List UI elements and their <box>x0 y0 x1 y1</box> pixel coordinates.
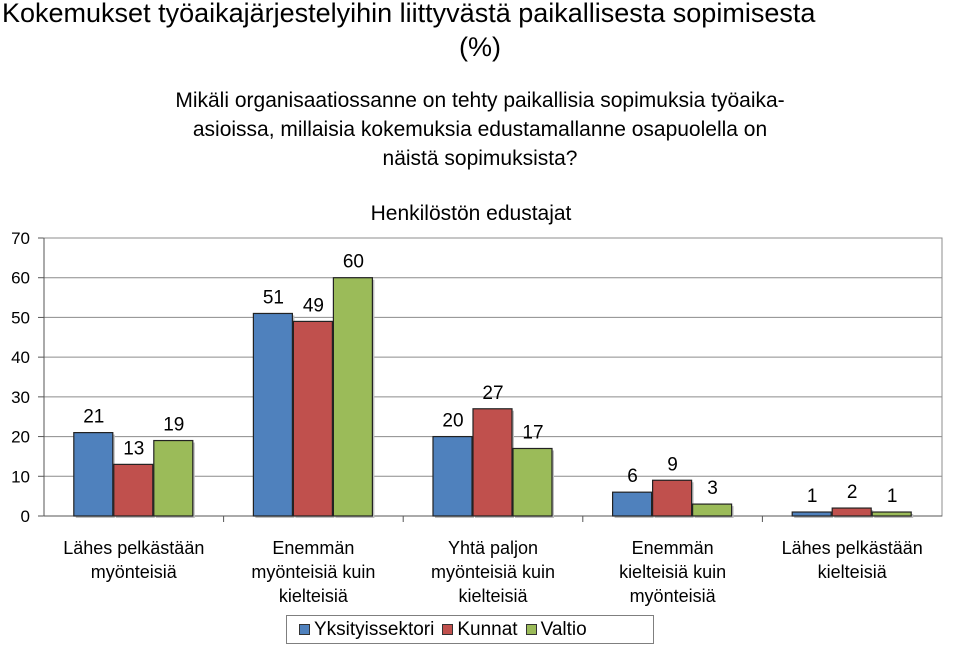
data-label: 60 <box>343 252 364 273</box>
y-tick-label: 50 <box>11 308 30 327</box>
data-label: 17 <box>522 422 543 443</box>
x-tick-label: Lähes pelkästään kielteisiä <box>762 536 942 584</box>
data-label: 3 <box>707 478 718 499</box>
legend-label: Yksityissektori <box>314 618 435 640</box>
x-tick-label-line: myönteisiä kuin <box>251 562 376 582</box>
x-tick-label-line: Enemmän <box>631 538 714 558</box>
x-tick-label-line: kielteisiä <box>817 562 887 582</box>
question-line-2: asioissa, millaisia kokemuksia edustamal… <box>192 118 768 141</box>
data-label: 1 <box>887 486 898 507</box>
legend-label: Kunnat <box>457 618 518 640</box>
data-label: 51 <box>263 287 284 308</box>
data-label: 9 <box>667 454 678 475</box>
question-line-3: näistä sopimuksista? <box>382 147 578 170</box>
x-tick-label-line: Yhtä paljon <box>447 538 539 558</box>
bar <box>831 507 872 517</box>
y-tick-label: 10 <box>11 467 30 486</box>
x-tick-label: Enemmän kielteisiä kuin myönteisiä <box>583 536 763 608</box>
x-tick-label-line: kielteisiä <box>278 586 348 606</box>
legend-item: Valtio <box>525 618 587 641</box>
x-tick-label-line: Enemmän <box>272 538 355 558</box>
data-label: 1 <box>807 486 818 507</box>
y-tick-label: 0 <box>21 507 30 526</box>
question-line-1: Mikäli organisaatiossanne on tehty paika… <box>175 89 785 112</box>
legend-swatch <box>525 624 537 635</box>
title-line-1: Kokemukset työaikajärjestelyihin liittyv… <box>2 0 816 28</box>
data-label: 13 <box>123 438 144 459</box>
x-tick-label-line: Lähes pelkästään <box>781 538 923 558</box>
bar <box>512 447 553 517</box>
bar <box>651 479 693 517</box>
x-tick-label-line: kielteisiä kuin <box>619 562 727 582</box>
data-label: 2 <box>847 482 858 503</box>
legend-item: Yksityissektori <box>299 619 434 641</box>
bar <box>113 463 154 517</box>
x-tick-label: Yhtä paljon myönteisiä kuin kielteisiä <box>403 536 583 608</box>
x-tick-label-line: myönteisiä kuin <box>430 562 556 582</box>
x-tick-label-line: Lähes pelkästään <box>63 538 205 558</box>
legend-swatch <box>299 624 310 635</box>
y-tick-label: 30 <box>11 388 30 407</box>
data-label: 49 <box>303 295 324 316</box>
y-tick-label: 60 <box>11 269 30 288</box>
chart-subtitle: Henkilöstön edustajat <box>370 202 572 225</box>
x-tick-label-line: kielteisiä <box>458 586 528 606</box>
title-line-2: (%) <box>459 32 501 62</box>
data-label: 21 <box>83 407 104 428</box>
x-tick-label: Enemmän myönteisiä kuin kielteisiä <box>223 536 403 608</box>
legend-swatch <box>442 624 454 635</box>
y-tick-label: 20 <box>11 428 30 447</box>
bar <box>153 439 194 517</box>
legend: Yksityissektori Kunnat Valtio <box>286 615 654 644</box>
bar <box>73 432 114 517</box>
bar <box>611 491 653 517</box>
bar <box>691 503 733 517</box>
x-tick-label: Lähes pelkästään myönteisiä <box>44 536 224 584</box>
legend-label: Valtio <box>540 618 587 640</box>
bar <box>791 511 832 517</box>
bar <box>432 435 473 517</box>
data-label: 6 <box>627 466 638 487</box>
data-label: 19 <box>163 415 184 436</box>
x-tick-label-line: myönteisiä <box>629 586 716 606</box>
bar <box>871 511 912 517</box>
bar <box>332 277 373 517</box>
x-tick-label-line: myönteisiä <box>90 562 177 582</box>
data-label: 20 <box>442 411 463 432</box>
data-label: 27 <box>482 383 503 404</box>
bar <box>252 312 293 517</box>
survey-question: Mikäli organisaatiossanne on tehty paika… <box>90 86 870 173</box>
legend-item: Kunnat <box>442 618 518 641</box>
y-tick-label: 40 <box>11 348 30 367</box>
y-tick-label: 70 <box>11 229 30 248</box>
bar <box>292 320 333 517</box>
chart-title: Kokemukset työaikajärjestelyihin liittyv… <box>0 0 960 64</box>
bar <box>472 408 513 517</box>
